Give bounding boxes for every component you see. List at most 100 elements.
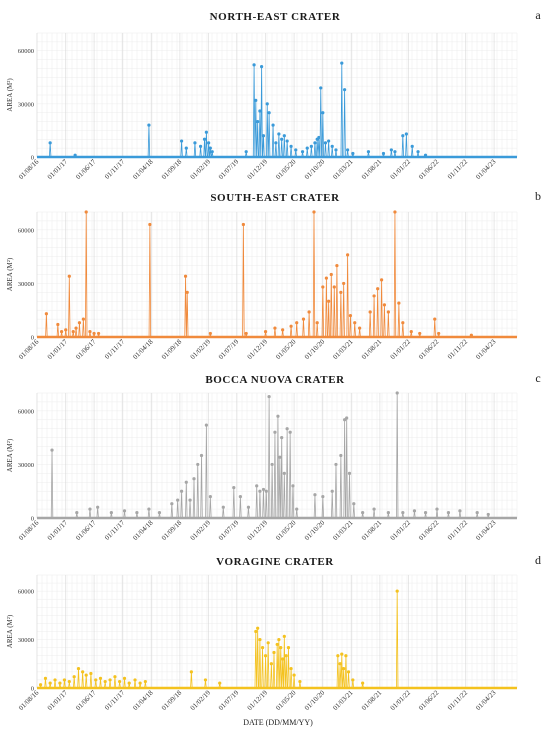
data-point xyxy=(255,484,259,488)
chart-title: NORTH-EAST CRATER xyxy=(210,11,341,23)
data-point xyxy=(72,675,76,679)
data-point xyxy=(351,151,355,156)
data-point xyxy=(361,511,365,515)
data-point xyxy=(270,462,274,467)
data-point xyxy=(327,299,331,303)
x-tick-label: 01/10/20 xyxy=(303,157,327,181)
y-axis-label: AREA (M²) xyxy=(6,257,14,291)
x-tick-label: 01/02/19 xyxy=(189,688,213,712)
data-point xyxy=(315,321,319,325)
data-point xyxy=(300,150,305,154)
x-tick-label: 01/04/18 xyxy=(131,688,155,712)
x-tick-label: 01/08/21 xyxy=(360,688,384,712)
y-tick-label: 0 xyxy=(31,335,34,342)
x-tick-label: 01/06/22 xyxy=(417,337,441,361)
data-point xyxy=(347,471,352,475)
data-point xyxy=(252,63,256,67)
x-tick-label: 01/11/22 xyxy=(446,157,469,180)
data-point xyxy=(196,462,200,467)
y-axis-label: AREA (M²) xyxy=(6,78,14,112)
data-point xyxy=(332,285,336,289)
x-tick-label: 01/11/22 xyxy=(446,518,469,541)
data-point xyxy=(185,290,189,294)
panel-letter: b xyxy=(535,189,541,203)
data-point xyxy=(386,511,390,515)
data-point xyxy=(256,626,260,630)
data-point xyxy=(203,678,208,682)
data-point xyxy=(366,150,371,154)
chart-panel-c: BOCCA NUOVA CRATER c AREA (M²) 0 30000 60000 0… xyxy=(6,371,541,542)
data-point xyxy=(272,650,276,655)
grid xyxy=(36,574,518,689)
data-point xyxy=(280,137,284,141)
grid xyxy=(36,211,518,338)
x-tick-label: 01/08/16 xyxy=(17,337,41,361)
data-point xyxy=(254,629,258,634)
data-point xyxy=(180,139,184,143)
data-point xyxy=(334,148,338,152)
data-point xyxy=(423,153,428,157)
data-point xyxy=(279,646,283,650)
data-point xyxy=(260,65,264,69)
data-point xyxy=(433,317,437,321)
data-point xyxy=(258,109,262,113)
data-point xyxy=(286,646,291,650)
x-tick-label: 01/12/19 xyxy=(246,518,270,542)
data-point xyxy=(244,150,248,154)
series-line xyxy=(37,63,517,158)
x-tick-label: 01/05/20 xyxy=(274,688,298,712)
x-axis-label: DATE (DD/MM/YY) xyxy=(243,718,313,727)
data-point xyxy=(143,679,147,684)
data-point xyxy=(147,507,151,511)
data-point xyxy=(343,418,347,422)
data-point xyxy=(256,119,260,124)
data-point xyxy=(330,144,334,148)
x-tick-label: 01/10/20 xyxy=(303,518,327,542)
data-point xyxy=(334,462,338,467)
data-point xyxy=(274,141,278,145)
x-tick-label: 01/02/19 xyxy=(189,337,213,361)
x-tick-label: 01/02/19 xyxy=(189,518,213,542)
data-point xyxy=(324,276,328,280)
grid xyxy=(36,32,518,158)
data-point xyxy=(147,123,151,127)
data-point xyxy=(260,646,265,650)
data-point xyxy=(281,328,285,332)
panel-letter: a xyxy=(535,8,541,22)
data-point xyxy=(289,667,293,671)
data-point xyxy=(193,141,197,145)
data-point xyxy=(261,134,266,138)
data-point xyxy=(88,330,92,334)
data-point xyxy=(84,673,88,677)
data-point xyxy=(263,654,268,658)
data-point xyxy=(469,333,473,337)
x-tick-label: 01/06/17 xyxy=(74,688,98,712)
data-point xyxy=(108,678,112,682)
data-point xyxy=(412,509,417,513)
data-point xyxy=(81,317,85,321)
data-point xyxy=(361,681,365,685)
x-tick-label: 01/04/18 xyxy=(131,157,155,181)
x-tick-label: 01/01/22 xyxy=(389,157,413,181)
x-tick-label: 01/07/19 xyxy=(217,688,241,712)
data-point xyxy=(330,489,334,493)
data-point xyxy=(401,321,405,325)
data-point xyxy=(389,148,393,152)
data-point xyxy=(89,671,93,676)
data-point xyxy=(329,272,333,277)
data-point xyxy=(192,477,196,481)
data-point xyxy=(288,430,292,434)
x-tick-label: 01/05/20 xyxy=(274,157,298,181)
x-tick-label: 01/04/18 xyxy=(131,518,155,542)
data-point xyxy=(475,511,479,515)
data-point xyxy=(313,141,317,145)
x-tick-label: 01/11/17 xyxy=(103,337,126,360)
data-point xyxy=(67,274,71,278)
x-tick-label: 01/05/20 xyxy=(274,337,298,361)
data-point xyxy=(340,61,344,65)
data-point xyxy=(372,294,376,298)
data-point xyxy=(305,146,309,150)
data-point xyxy=(133,678,137,682)
data-point xyxy=(395,391,399,395)
data-point xyxy=(81,670,85,674)
